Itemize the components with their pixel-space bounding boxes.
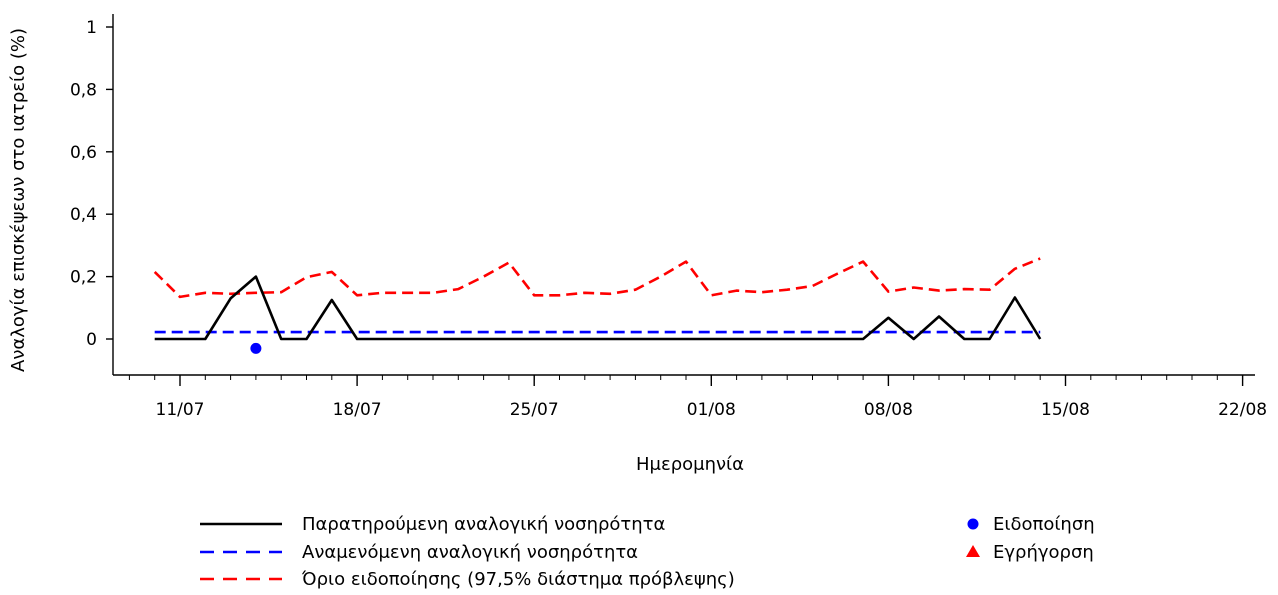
x-axis-title: Ημερομηνία [636,454,744,475]
legend-label-0: Παρατηρούμενη αναλογική νοσηρότητα [302,514,665,535]
axes: 0 0,2 0,4 0,6 0,8 1 11/07 18/07 25/07 01/08 08/08 1… [70,14,1267,420]
legend-warning-marker [966,545,980,557]
legend-label-1: Αναμενόμενη αναλογική νοσηρότητα [302,542,638,563]
y-tick-label: 0,8 [70,80,97,100]
series-line-2 [153,257,1041,299]
x-tick-label: 18/07 [333,400,382,420]
x-tick-label: 25/07 [510,400,559,420]
legend-label-warning: Εγρήγορση [993,542,1094,563]
y-tick-label: 0,2 [70,268,97,288]
y-tick-label: 0,6 [70,143,97,163]
series-line-0 [154,275,1042,341]
y-tick-label: 0 [86,330,97,350]
y-axis-title: Αναλογία επισκέψεων στο ιατρείο (%) [8,28,29,372]
legend: Παρατηρούμενη αναλογική νοσηρότητα Αναμεν… [200,514,1095,590]
x-tick-label: 11/07 [156,400,205,420]
x-tick-label: 15/08 [1041,400,1090,420]
plot-area [153,257,1042,354]
y-tick-label: 0,4 [70,205,97,225]
x-tick-label: 08/08 [864,400,913,420]
legend-alert-marker [967,518,979,530]
legend-label-alert: Ειδοποίηση [993,514,1095,535]
y-tick-label: 1 [86,18,97,38]
alert-marker [250,342,262,354]
x-tick-label: 01/08 [687,400,736,420]
legend-label-2: Όριο ειδοποίησης (97,5% διάστημα πρόβλεψ… [301,569,735,590]
x-tick-label: 22/08 [1218,400,1267,420]
